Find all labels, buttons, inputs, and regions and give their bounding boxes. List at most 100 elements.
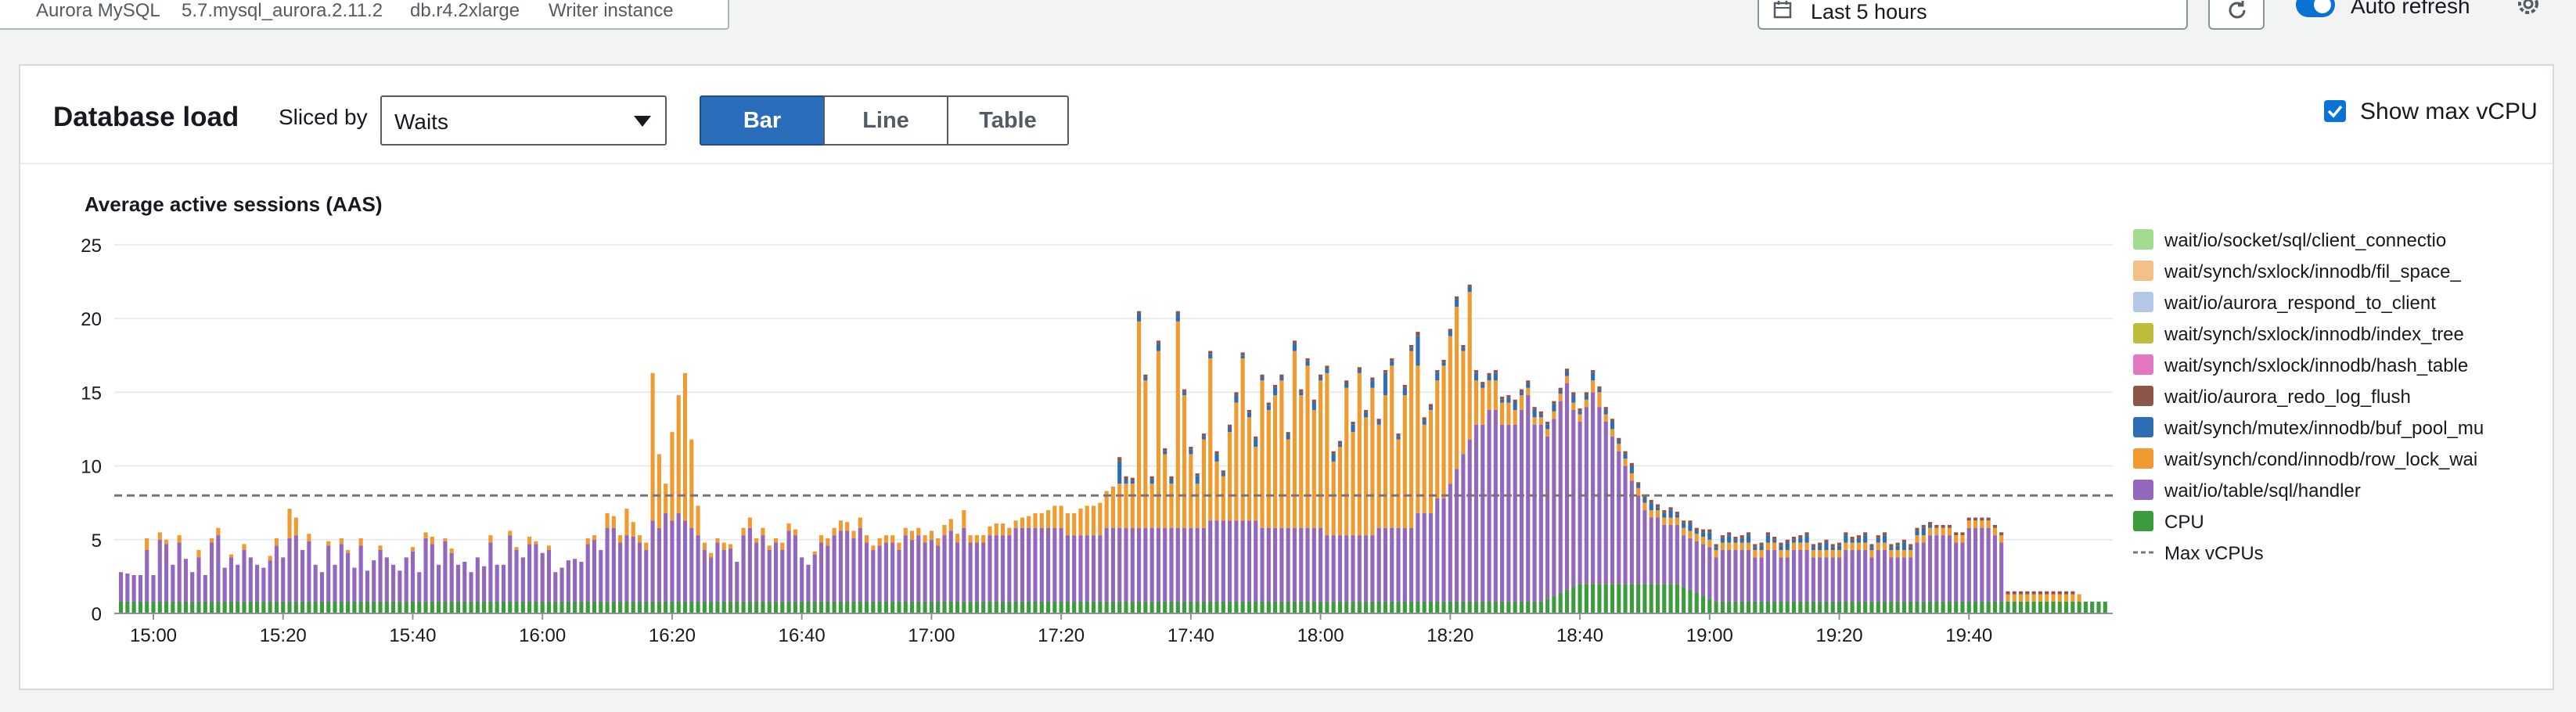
bar-segment-buf_pool_mutex <box>1383 372 1388 396</box>
refresh-button[interactable] <box>2208 0 2265 30</box>
bar-segment-sql_handler <box>1045 527 1051 602</box>
bar-segment-row_lock_wait <box>1493 380 1498 410</box>
bar-segment-row_lock_wait <box>1455 307 1459 469</box>
bar-segment-sql_handler <box>1552 419 1556 596</box>
bar-segment-redo_log_flush <box>2025 591 2030 595</box>
bar-segment-cpu <box>1247 601 1252 613</box>
bar-segment-sql_handler <box>988 535 992 602</box>
bar-segment-row_lock_wait <box>897 542 901 550</box>
bar-segment-cpu <box>741 601 746 613</box>
bar-segment-cpu <box>994 601 998 613</box>
bar-segment-cpu <box>1098 601 1103 613</box>
legend-label: CPU <box>2164 512 2204 533</box>
bar-segment-row_lock_wait <box>1357 372 1362 536</box>
gear-icon[interactable] <box>2515 0 2542 17</box>
bar-segment-redo_log_flush <box>1649 499 1653 503</box>
bar-segment-row_lock_wait <box>1655 510 1660 518</box>
bar-segment-cpu <box>1830 601 1835 613</box>
bar-segment-cpu <box>1856 601 1861 613</box>
view-mode-bar[interactable]: Bar <box>700 95 825 146</box>
bar-segment-row_lock_wait <box>1597 392 1602 408</box>
bar-segment-row_lock_wait <box>1714 549 1718 558</box>
bar-segment-redo_log_flush <box>1448 329 1452 333</box>
show-max-vcpu-checkbox[interactable] <box>2324 100 2346 122</box>
bar-segment-buf_pool_mutex <box>1305 361 1310 366</box>
time-range-selector[interactable]: Last 5 hours <box>1758 0 2188 30</box>
bar-segment-sql_handler <box>514 549 519 602</box>
bar-segment-row_lock_wait <box>1319 380 1323 528</box>
bar-segment-sql_handler <box>916 535 921 602</box>
bar-segment-row_lock_wait <box>1052 505 1057 528</box>
bar-segment-buf_pool_mutex <box>1286 434 1290 440</box>
bar-segment-row_lock_wait <box>793 529 797 536</box>
bar-segment-row_lock_wait <box>1779 549 1783 558</box>
bar-segment-sql_handler <box>1402 527 1407 602</box>
bar-segment-row_lock_wait <box>585 538 590 545</box>
bar-segment-sql_handler <box>618 542 623 602</box>
bar-segment-sql_handler <box>709 557 714 602</box>
bar-segment-sql_handler <box>1798 549 1803 602</box>
bar-segment-buf_pool_mutex <box>1396 436 1401 440</box>
bar-segment-buf_pool_mutex <box>1798 538 1803 543</box>
legend-label: wait/synch/sxlock/innodb/hash_table <box>2164 355 2468 376</box>
bar-segment-cpu <box>2038 601 2042 613</box>
bar-segment-cpu <box>747 601 752 613</box>
bar-segment-sql_handler <box>1578 422 1582 584</box>
y-tick-label: 15 <box>81 383 102 404</box>
bar-segment-sql_handler <box>520 557 525 602</box>
bar-segment-redo_log_flush <box>1980 517 1984 521</box>
bar-segment-cpu <box>579 601 584 613</box>
bar-segment-sql_handler <box>508 535 513 602</box>
bar-segment-row_lock_wait <box>624 509 629 536</box>
bar-segment-sql_handler <box>1137 527 1142 602</box>
bar-segment-buf_pool_mutex <box>1240 355 1245 358</box>
bar-segment-buf_pool_mutex <box>1759 545 1764 550</box>
engine-label: Aurora MySQL <box>36 0 160 21</box>
bar-segment-sql_handler <box>942 535 947 602</box>
bar-segment-cpu <box>1889 601 1894 613</box>
bar-segment-redo_log_flush <box>1610 419 1615 422</box>
bar-segment-row_lock_wait <box>845 522 850 531</box>
view-mode-table[interactable]: Table <box>947 95 1069 146</box>
bar-segment-row_lock_wait <box>1344 387 1349 536</box>
bar-segment-row_lock_wait <box>1966 520 1971 528</box>
bar-segment-sql_handler <box>605 527 610 602</box>
bar-segment-sql_handler <box>1072 535 1077 602</box>
bar-segment-sql_handler <box>1617 451 1621 584</box>
sliced-by-select[interactable]: Waits <box>380 95 667 146</box>
bar-segment-row_lock_wait <box>786 523 791 531</box>
calendar-icon <box>1773 1 1792 19</box>
bar-segment-redo_log_flush <box>1850 537 1855 540</box>
view-mode-line[interactable]: Line <box>823 95 948 146</box>
bar-segment-sql_handler <box>293 535 298 602</box>
bar-segment-sql_handler <box>1319 527 1323 602</box>
bar-segment-sql_handler <box>851 538 856 602</box>
bar-segment-sql_handler <box>786 530 791 602</box>
bar-segment-row_lock_wait <box>1240 358 1245 521</box>
bar-segment-buf_pool_mutex <box>1850 539 1855 543</box>
bar-segment-sql_handler <box>125 574 130 602</box>
bar-segment-row_lock_wait <box>981 535 986 543</box>
bar-segment-buf_pool_mutex <box>1143 377 1148 381</box>
bar-segment-buf_pool_mutex <box>1597 389 1602 393</box>
bar-segment-cpu <box>1124 601 1128 613</box>
bar-segment-row_lock_wait <box>1694 534 1699 541</box>
bar-segment-redo_log_flush <box>1603 407 1608 410</box>
bar-segment-sql_handler <box>682 520 688 602</box>
bar-segment-buf_pool_mutex <box>1603 409 1608 415</box>
bar-segment-buf_pool_mutex <box>1201 436 1207 440</box>
bar-segment-cpu <box>346 601 351 613</box>
bar-segment-cpu <box>838 601 843 613</box>
x-tick-label: 17:40 <box>1167 625 1214 646</box>
bar-segment-row_lock_wait <box>1901 549 1906 558</box>
bar-segment-redo_log_flush <box>1473 370 1479 373</box>
bar-segment-buf_pool_mutex <box>1824 542 1829 550</box>
x-tick-label: 19:40 <box>1945 625 1992 646</box>
bar-segment-cpu <box>1117 601 1122 613</box>
bar-segment-cpu <box>1189 601 1193 613</box>
auto-refresh-toggle[interactable] <box>2296 0 2335 17</box>
y-tick-label: 0 <box>92 604 102 625</box>
bar-segment-cpu <box>1279 601 1284 613</box>
bar-segment-sql_handler <box>339 544 344 602</box>
bar-segment-row_lock_wait <box>994 523 998 536</box>
